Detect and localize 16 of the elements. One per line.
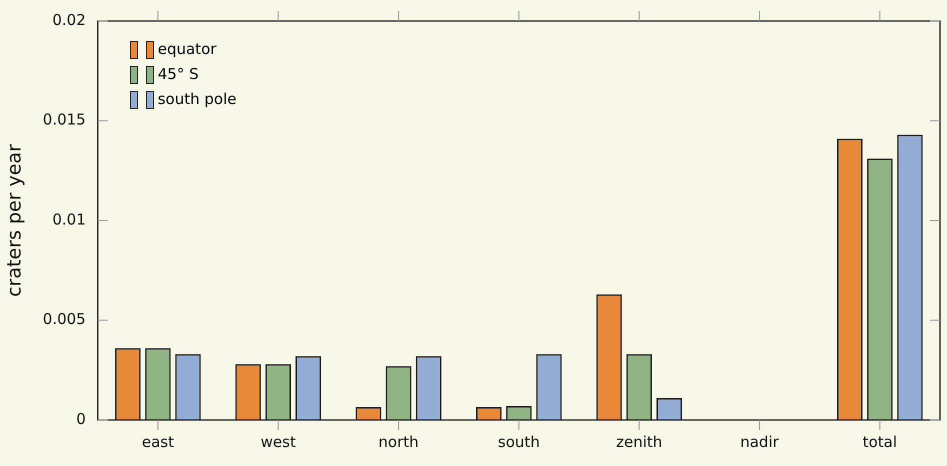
legend-label: south pole — [158, 89, 236, 110]
y-tick-label: 0.01 — [52, 210, 86, 228]
x-tick-label: nadir — [740, 432, 780, 451]
x-tick-label: total — [862, 432, 897, 451]
legend-label: 45° S — [158, 64, 199, 85]
y-tick-label: 0 — [76, 410, 86, 428]
y-axis-title: craters per year — [3, 144, 26, 297]
y-tick-label: 0.005 — [42, 310, 86, 328]
y-tick-label: 0.015 — [42, 110, 86, 129]
x-tick-label: west — [260, 432, 296, 451]
x-tick-label: north — [378, 432, 419, 451]
legend-label: equator — [158, 39, 216, 60]
x-tick-label: zenith — [616, 432, 662, 451]
x-tick-label: south — [498, 432, 540, 451]
y-tick-label: 0.02 — [52, 10, 86, 29]
x-tick-label: east — [142, 432, 174, 451]
